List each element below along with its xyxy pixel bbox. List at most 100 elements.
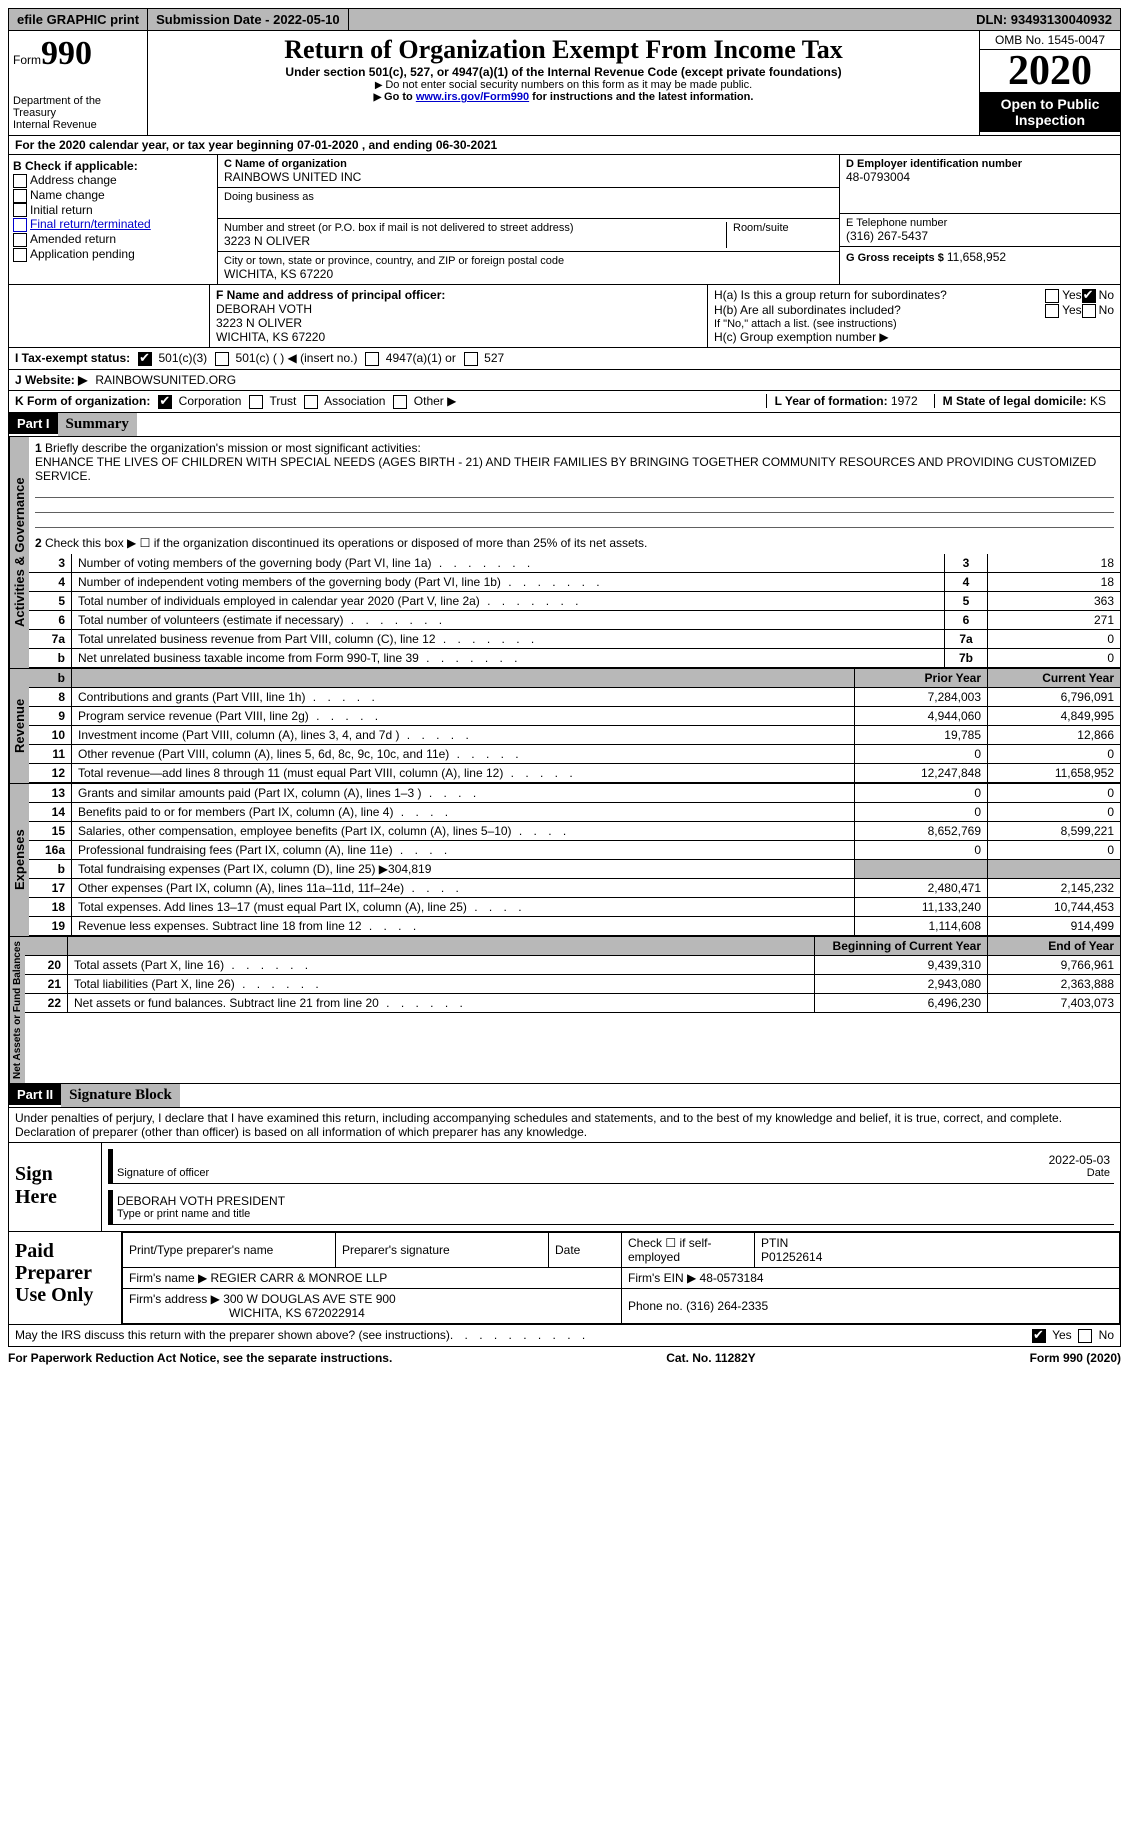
box-h: H(a) Is this a group return for subordin… [708, 285, 1120, 347]
tax-status-row: I Tax-exempt status: 501(c)(3) 501(c) ( … [8, 348, 1121, 370]
status-501c[interactable]: 501(c) ( ) ◀ (insert no.) [215, 351, 357, 366]
hb-yes[interactable]: Yes [1045, 303, 1082, 318]
header-right: OMB No. 1545-0047 2020 Open to PublicIns… [979, 31, 1120, 135]
current-year-hdr: Current Year [988, 669, 1121, 688]
paperwork-notice: For Paperwork Reduction Act Notice, see … [8, 1351, 392, 1365]
org-corp[interactable]: Corporation [158, 394, 241, 409]
expenses-table: 13Grants and similar amounts paid (Part … [29, 784, 1120, 936]
ein-cell: D Employer identification number 48-0793… [840, 155, 1120, 214]
public-inspection: Open to PublicInspection [980, 92, 1120, 132]
status-501c3[interactable]: 501(c)(3) [138, 351, 207, 366]
sign-here-label: Sign Here [9, 1143, 101, 1231]
tax-year: 2020 [980, 50, 1120, 92]
tax-year-row: For the 2020 calendar year, or tax year … [8, 136, 1121, 155]
opt-application-pending[interactable]: Application pending [13, 247, 213, 262]
top-bar: efile GRAPHIC print Submission Date - 20… [8, 8, 1121, 31]
eoy-hdr: End of Year [988, 937, 1121, 956]
dept-irs: Internal Revenue [13, 119, 143, 131]
gross-receipts: 11,658,952 [947, 250, 1006, 264]
opt-address-change[interactable]: Address change [13, 173, 213, 188]
discuss-yes[interactable]: Yes [1032, 1328, 1072, 1343]
preparer-label: Paid Preparer Use Only [9, 1232, 121, 1324]
firm-addr-cell: Firm's address ▶ 300 W DOUGLAS AVE STE 9… [123, 1288, 622, 1323]
firm-name-cell: Firm's name ▶ REGIER CARR & MONROE LLP [123, 1267, 622, 1288]
box-c: C Name of organization RAINBOWS UNITED I… [218, 155, 839, 284]
expenses-section: Expenses 13Grants and similar amounts pa… [8, 784, 1121, 937]
status-4947[interactable]: 4947(a)(1) or [365, 351, 455, 366]
submission-date: Submission Date - 2022-05-10 [148, 9, 349, 30]
officer-name-title: DEBORAH VOTH PRESIDENT Type or print nam… [108, 1190, 1114, 1225]
line2-text: Check this box ▶ ☐ if the organization d… [45, 536, 647, 550]
officer-group-row: F Name and address of principal officer:… [8, 285, 1121, 348]
ha-yes[interactable]: Yes [1045, 288, 1082, 303]
opt-initial-return[interactable]: Initial return [13, 203, 213, 218]
opt-amended-return[interactable]: Amended return [13, 232, 213, 247]
website: RAINBOWSUNITED.ORG [95, 373, 236, 387]
revenue-section: Revenue bPrior YearCurrent Year 8Contrib… [8, 669, 1121, 784]
part2-header: Part IISignature Block [8, 1084, 1121, 1108]
mission-label: Briefly describe the organization's miss… [45, 441, 421, 455]
box-b-heading: B Check if applicable: [13, 159, 213, 173]
discuss-no[interactable]: No [1078, 1328, 1114, 1343]
preparer-sig-lbl: Preparer's signature [336, 1232, 549, 1267]
instructions-note: Go to www.irs.gov/Form990 for instructio… [156, 91, 971, 103]
org-assoc[interactable]: Association [304, 394, 385, 409]
revenue-table: bPrior YearCurrent Year 8Contributions a… [29, 669, 1120, 783]
net-assets-table: Beginning of Current YearEnd of Year 20T… [25, 937, 1120, 1013]
telephone: (316) 267-5437 [846, 229, 1114, 243]
privacy-note: Do not enter social security numbers on … [156, 79, 971, 91]
preparer-table: Print/Type preparer's name Preparer's si… [122, 1232, 1120, 1324]
org-other[interactable]: Other ▶ [393, 394, 456, 409]
instructions-link[interactable]: www.irs.gov/Form990 [416, 91, 529, 103]
opt-name-change[interactable]: Name change [13, 188, 213, 203]
officer-addr1: 3223 N OLIVER [216, 316, 701, 330]
form-subtitle: Under section 501(c), 527, or 4947(a)(1)… [156, 65, 971, 79]
hb-no[interactable]: No [1082, 303, 1114, 318]
dept-treasury: Department of the Treasury [13, 95, 143, 119]
ptin-cell: PTINP01252614 [755, 1232, 1120, 1267]
street-cell: Number and street (or P.O. box if mail i… [218, 219, 839, 252]
form-header: Form990 Department of the Treasury Inter… [8, 31, 1121, 136]
net-assets-section: Net Assets or Fund Balances Beginning of… [8, 937, 1121, 1084]
firm-ein-cell: Firm's EIN ▶ 48-0573184 [622, 1267, 1120, 1288]
governance-table: 3Number of voting members of the governi… [29, 554, 1120, 668]
website-row: J Website: ▶ RAINBOWSUNITED.ORG [8, 370, 1121, 391]
officer-signature: 2022-05-03 Signature of officerDate [108, 1149, 1114, 1184]
form-ref: Form 990 (2020) [1030, 1351, 1121, 1365]
ha-no[interactable]: No [1082, 288, 1114, 303]
revenue-side-label: Revenue [9, 669, 29, 783]
box-b: B Check if applicable: Address change Na… [9, 155, 218, 284]
ein: 48-0793004 [846, 170, 1114, 184]
opt-final-return[interactable]: Final return/terminated [13, 217, 213, 232]
status-527[interactable]: 527 [464, 351, 504, 366]
state-domicile: KS [1090, 394, 1106, 408]
group-exemption: H(c) Group exemption number ▶ [714, 330, 1114, 344]
org-name: RAINBOWS UNITED INC [224, 170, 833, 184]
box-f: F Name and address of principal officer:… [210, 285, 708, 347]
officer-addr2: WICHITA, KS 67220 [216, 330, 701, 344]
officer-name: DEBORAH VOTH [216, 302, 701, 316]
prior-year-hdr: Prior Year [855, 669, 988, 688]
self-employed-check[interactable]: Check ☐ if self-employed [622, 1232, 755, 1267]
city-cell: City or town, state or province, country… [218, 252, 839, 284]
net-side-label: Net Assets or Fund Balances [9, 937, 25, 1083]
discuss-row: May the IRS discuss this return with the… [8, 1325, 1121, 1347]
preparer-block: Paid Preparer Use Only Print/Type prepar… [8, 1232, 1121, 1325]
form-title: Return of Organization Exempt From Incom… [156, 35, 971, 65]
org-trust[interactable]: Trust [249, 394, 296, 409]
year-formation: 1972 [891, 394, 918, 408]
firm-phone-cell: Phone no. (316) 264-2335 [622, 1288, 1120, 1323]
box-d: D Employer identification number 48-0793… [839, 155, 1120, 284]
gross-receipts-cell: G Gross receipts $ 11,658,952 [840, 247, 1120, 267]
org-city: WICHITA, KS 67220 [224, 267, 833, 281]
declaration: Under penalties of perjury, I declare th… [8, 1108, 1121, 1143]
cat-no: Cat. No. 11282Y [666, 1351, 755, 1365]
header-left: Form990 Department of the Treasury Inter… [9, 31, 148, 135]
telephone-cell: E Telephone number (316) 267-5437 [840, 214, 1120, 247]
efile-print[interactable]: efile GRAPHIC print [9, 9, 148, 30]
mission-text: ENHANCE THE LIVES OF CHILDREN WITH SPECI… [35, 455, 1096, 483]
dba-cell: Doing business as [218, 188, 839, 219]
preparer-name-lbl: Print/Type preparer's name [123, 1232, 336, 1267]
governance-section: Activities & Governance 1 Briefly descri… [8, 437, 1121, 669]
footer: For Paperwork Reduction Act Notice, see … [8, 1347, 1121, 1369]
